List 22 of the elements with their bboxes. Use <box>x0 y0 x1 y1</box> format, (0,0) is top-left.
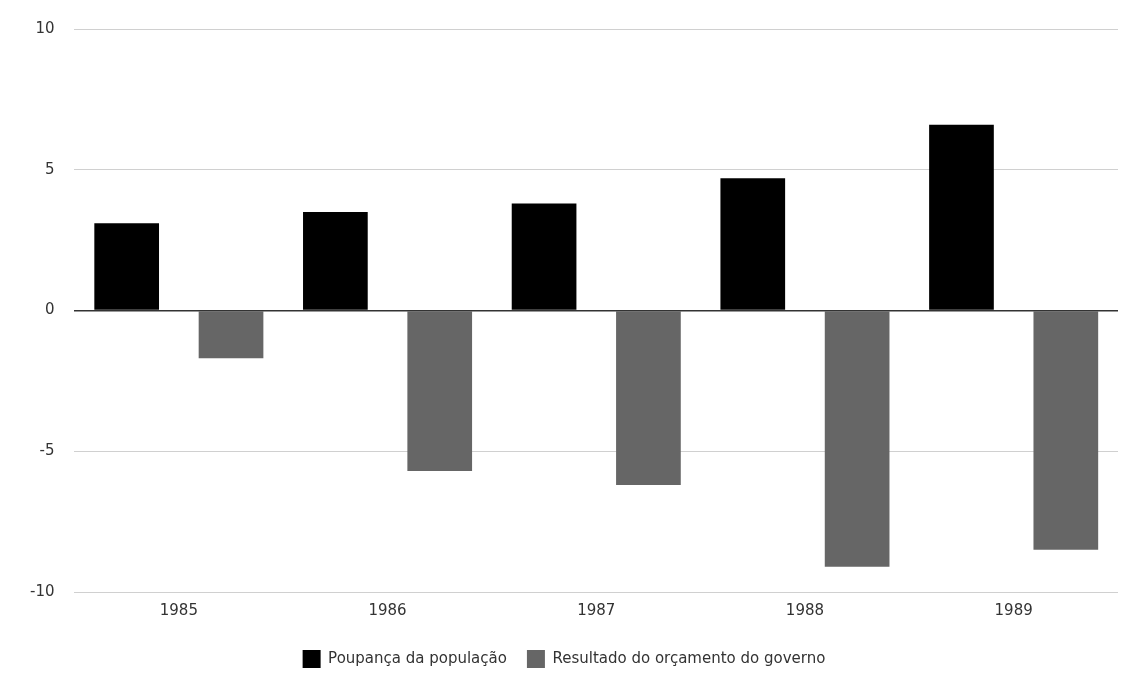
bar <box>1033 311 1099 550</box>
x-tick-label: 1989 <box>994 600 1033 619</box>
x-tick-label: 1986 <box>368 600 407 619</box>
bar <box>198 311 264 359</box>
y-tick-label: -10 <box>30 581 55 600</box>
bar <box>824 311 890 567</box>
bar <box>511 203 577 310</box>
y-tick-label: -5 <box>39 441 55 460</box>
legend-label: Poupança da população <box>328 648 507 667</box>
bar <box>303 211 368 310</box>
y-tick-label: 5 <box>44 159 55 178</box>
y-tick-label: 10 <box>35 18 55 37</box>
bar <box>407 311 473 471</box>
bar <box>616 311 681 486</box>
y-tick-label: 0 <box>44 300 55 319</box>
x-tick-label: 1987 <box>577 600 616 619</box>
x-tick-label: 1985 <box>159 600 198 619</box>
legend-label: Resultado do orçamento do governo <box>552 648 826 667</box>
bar <box>94 223 160 310</box>
bar <box>720 178 786 310</box>
x-tick-label: 1988 <box>785 600 825 619</box>
bar <box>929 124 994 310</box>
